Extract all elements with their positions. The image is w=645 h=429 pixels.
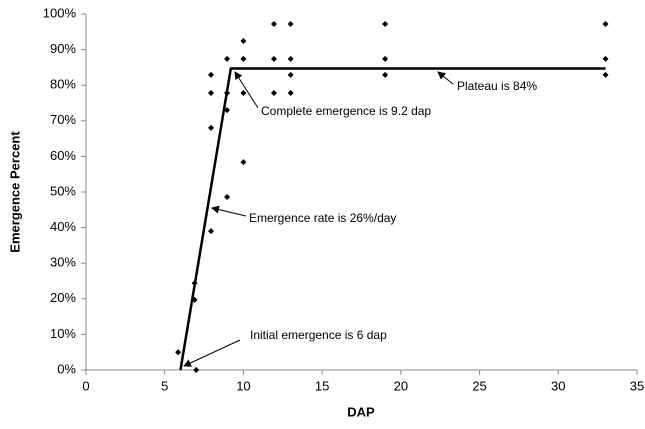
x-tick-label: 0	[82, 378, 89, 393]
y-tick-label: 90%	[50, 41, 76, 56]
data-point	[287, 55, 294, 62]
y-tick-label: 30%	[50, 255, 76, 270]
data-point	[602, 71, 609, 78]
y-axis-title: Emergence Percent	[7, 131, 22, 253]
y-tick-label: 80%	[50, 77, 76, 92]
annotation-arrow	[234, 71, 259, 109]
y-tick-label: 10%	[50, 326, 76, 341]
data-point	[240, 55, 247, 62]
annotation-arrow	[211, 205, 247, 217]
y-tick-label: 20%	[50, 290, 76, 305]
data-point	[287, 90, 294, 97]
annotation: Initial emergence is 6 dap	[250, 328, 387, 342]
data-point	[287, 71, 294, 78]
data-point	[602, 55, 609, 62]
data-point	[191, 296, 198, 303]
annotation-arrow	[437, 71, 454, 85]
data-point	[240, 90, 247, 97]
annotation: Plateau is 84%	[457, 79, 537, 93]
data-point	[207, 124, 214, 131]
data-point	[224, 107, 231, 114]
x-tick-label: 15	[315, 378, 329, 393]
y-tick-label: 0%	[57, 361, 76, 376]
data-point	[602, 20, 609, 27]
y-tick-label: 60%	[50, 148, 76, 163]
data-point	[382, 55, 389, 62]
data-point	[382, 20, 389, 27]
data-point	[287, 20, 294, 27]
y-tick-label: 50%	[50, 183, 76, 198]
x-tick-label: 35	[630, 378, 644, 393]
data-point	[193, 367, 200, 373]
x-tick-label: 30	[551, 378, 565, 393]
data-point	[175, 349, 182, 356]
y-tick-label: 70%	[50, 112, 76, 127]
data-point	[224, 55, 231, 62]
annotation: Complete emergence is 9.2 dap	[261, 104, 431, 118]
x-tick-label: 20	[394, 378, 408, 393]
y-tick-label: 40%	[50, 219, 76, 234]
data-point	[207, 90, 214, 97]
data-point	[224, 90, 231, 97]
annotation: Emergence rate is 26%/day	[249, 211, 396, 225]
data-point	[240, 159, 247, 166]
data-point	[207, 71, 214, 78]
x-tick-label: 10	[236, 378, 250, 393]
data-point	[240, 38, 247, 45]
data-point	[191, 280, 198, 287]
data-point	[224, 193, 231, 200]
data-point	[382, 71, 389, 78]
data-point	[270, 20, 277, 27]
x-axis-title: DAP	[347, 404, 375, 419]
data-point	[270, 90, 277, 97]
x-tick-label: 5	[161, 378, 168, 393]
y-tick-label: 100%	[43, 5, 77, 20]
annotation-arrow	[183, 339, 241, 367]
data-point	[207, 228, 214, 235]
fit-line	[179, 67, 606, 371]
x-tick-label: 25	[472, 378, 486, 393]
data-point	[270, 55, 277, 62]
